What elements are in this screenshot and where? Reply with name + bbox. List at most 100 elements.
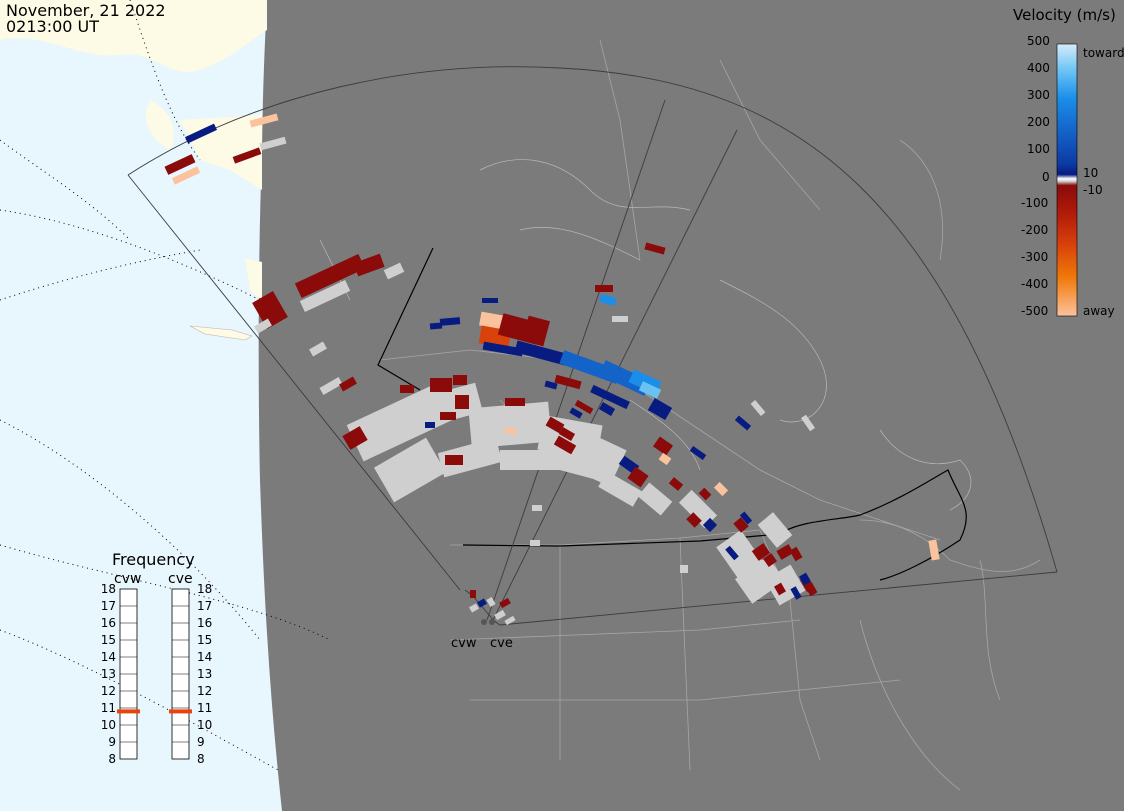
alaska-border [377, 247, 434, 391]
scatter-cell [425, 422, 435, 428]
frequency-tick: 15 [101, 633, 116, 647]
frequency-tick: 9 [197, 735, 205, 749]
frequency-tick: 11 [101, 701, 116, 715]
site-label-cve: cve [490, 636, 513, 651]
velocity-color-bar [1056, 43, 1078, 317]
frequency-tick: 8 [108, 752, 116, 766]
scatter-cell [763, 553, 777, 567]
scatter-cell [544, 380, 558, 390]
land-mass [258, 0, 1124, 811]
velocity-tick: 200 [1027, 115, 1050, 129]
velocity-legend: Velocity (m/s) 500400300200100100-10-100… [1013, 6, 1124, 318]
scatter-cell [504, 427, 518, 435]
scatter-cell [468, 401, 552, 449]
scatter-cell [689, 445, 707, 461]
scatter-cell [469, 603, 479, 613]
scatter-cell [445, 455, 463, 465]
velocity-tick: -500 [1021, 304, 1048, 318]
scatter-cell [713, 481, 729, 497]
scatter-cell [800, 414, 816, 432]
scatter-cell [558, 427, 576, 441]
scatter-cell [470, 590, 476, 598]
velocity-tick: 10 [1083, 166, 1098, 180]
aleutian-island [189, 325, 253, 341]
scatter-cell [698, 487, 712, 501]
scatter-cell [590, 384, 630, 410]
velocity-tick: 300 [1027, 88, 1050, 102]
scatter-cell [598, 360, 652, 396]
alaska-peninsula [245, 258, 262, 300]
velocity-tick-labels: 500400300200100100-10-100-200-300-400-50… [1021, 34, 1103, 318]
scatter-cell [505, 398, 525, 406]
scatter-cell [595, 285, 613, 292]
scatter-cell [499, 597, 511, 609]
scatter-cell [644, 242, 666, 255]
scatter-cell [739, 511, 753, 525]
frequency-tick: 17 [101, 599, 116, 613]
scatter-cell [638, 381, 662, 399]
frequency-tick: 8 [197, 752, 205, 766]
scatter-cell [637, 482, 673, 516]
scatter-cell [790, 586, 802, 600]
frequency-tick: 9 [108, 735, 116, 749]
scatter-cell [514, 340, 576, 368]
radar-sites: cvw cve [451, 619, 513, 651]
scatter-cell [522, 315, 550, 347]
scatter-cell [294, 253, 366, 299]
frequency-tick: 18 [197, 582, 212, 596]
frequency-tick: 14 [197, 650, 212, 664]
scatter-cell [653, 436, 673, 456]
scatter-cell [366, 437, 382, 451]
scatter-cell [171, 166, 201, 185]
scatter-cell [678, 489, 718, 529]
velocity-legend-title: Velocity (m/s) [1013, 6, 1116, 24]
scatter-cell [702, 517, 718, 533]
scatter-cell [494, 609, 506, 621]
velocity-tick: 100 [1027, 142, 1050, 156]
velocity-tick: 0 [1042, 170, 1050, 184]
frequency-tick: 14 [101, 650, 116, 664]
frequency-tick: 15 [197, 633, 212, 647]
scatter-cell [439, 317, 461, 326]
frequency-tick: 12 [197, 684, 212, 698]
velocity-tick: -100 [1021, 196, 1048, 210]
scatter-cell [668, 477, 684, 491]
scatter-cell [383, 262, 405, 280]
scatter-cell [482, 298, 498, 303]
site-marker-cve [489, 619, 495, 625]
scatter-cell [799, 572, 811, 586]
scatter-cell [598, 402, 616, 416]
frequency-tick: 11 [197, 701, 212, 715]
scatter-cell [757, 512, 793, 548]
scatter-cell [680, 565, 688, 573]
scatter-cell [725, 545, 739, 561]
scatter-cell [774, 582, 786, 596]
scatter-cell [440, 412, 456, 420]
scatter-cell [751, 543, 771, 561]
frequency-tick: 10 [101, 718, 116, 732]
scatter-cell [453, 375, 467, 385]
scatter-cell [164, 154, 196, 175]
scatter-cell [658, 452, 672, 466]
scatter-cell [417, 382, 483, 428]
toward-label: toward [1083, 46, 1124, 60]
scatter-cell [252, 291, 288, 329]
scatter-cell [249, 113, 279, 128]
scatter-cell [437, 437, 503, 478]
scatter-cell [554, 374, 582, 390]
arctic-land [0, 0, 267, 150]
scatter-cell [232, 147, 262, 164]
scatter-cell [185, 123, 217, 144]
scatter-cell [627, 466, 649, 488]
scatter-cell [299, 279, 351, 313]
scatter-cell [429, 322, 443, 330]
time-label: 0213:00 UT [6, 17, 100, 36]
scatter-cell [735, 556, 785, 604]
away-label: away [1083, 304, 1115, 318]
scatter-cell [612, 316, 628, 322]
velocity-tick: 500 [1027, 34, 1050, 48]
scatter-cell [430, 378, 452, 392]
scatter-cell [776, 544, 794, 560]
